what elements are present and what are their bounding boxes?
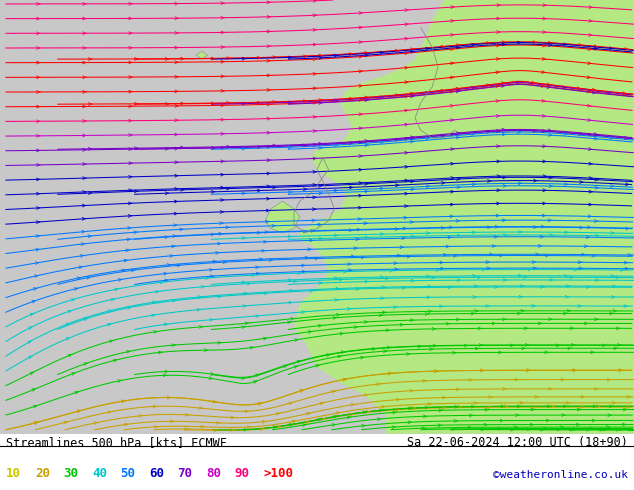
Text: 10: 10 xyxy=(6,467,22,480)
Polygon shape xyxy=(294,0,634,434)
Text: 50: 50 xyxy=(120,467,136,480)
Text: 40: 40 xyxy=(92,467,107,480)
Text: Streamlines 500 hPa [kts] ECMWF: Streamlines 500 hPa [kts] ECMWF xyxy=(6,437,227,449)
Polygon shape xyxy=(196,51,207,59)
Text: 30: 30 xyxy=(63,467,79,480)
Text: 20: 20 xyxy=(35,467,50,480)
Text: Sa 22-06-2024 12:00 UTC (18+90): Sa 22-06-2024 12:00 UTC (18+90) xyxy=(407,437,628,449)
Text: 80: 80 xyxy=(206,467,221,480)
Text: 70: 70 xyxy=(178,467,193,480)
Text: 90: 90 xyxy=(235,467,250,480)
Polygon shape xyxy=(265,201,300,233)
Text: >100: >100 xyxy=(263,467,293,480)
Text: 60: 60 xyxy=(149,467,164,480)
Text: ©weatheronline.co.uk: ©weatheronline.co.uk xyxy=(493,470,628,480)
